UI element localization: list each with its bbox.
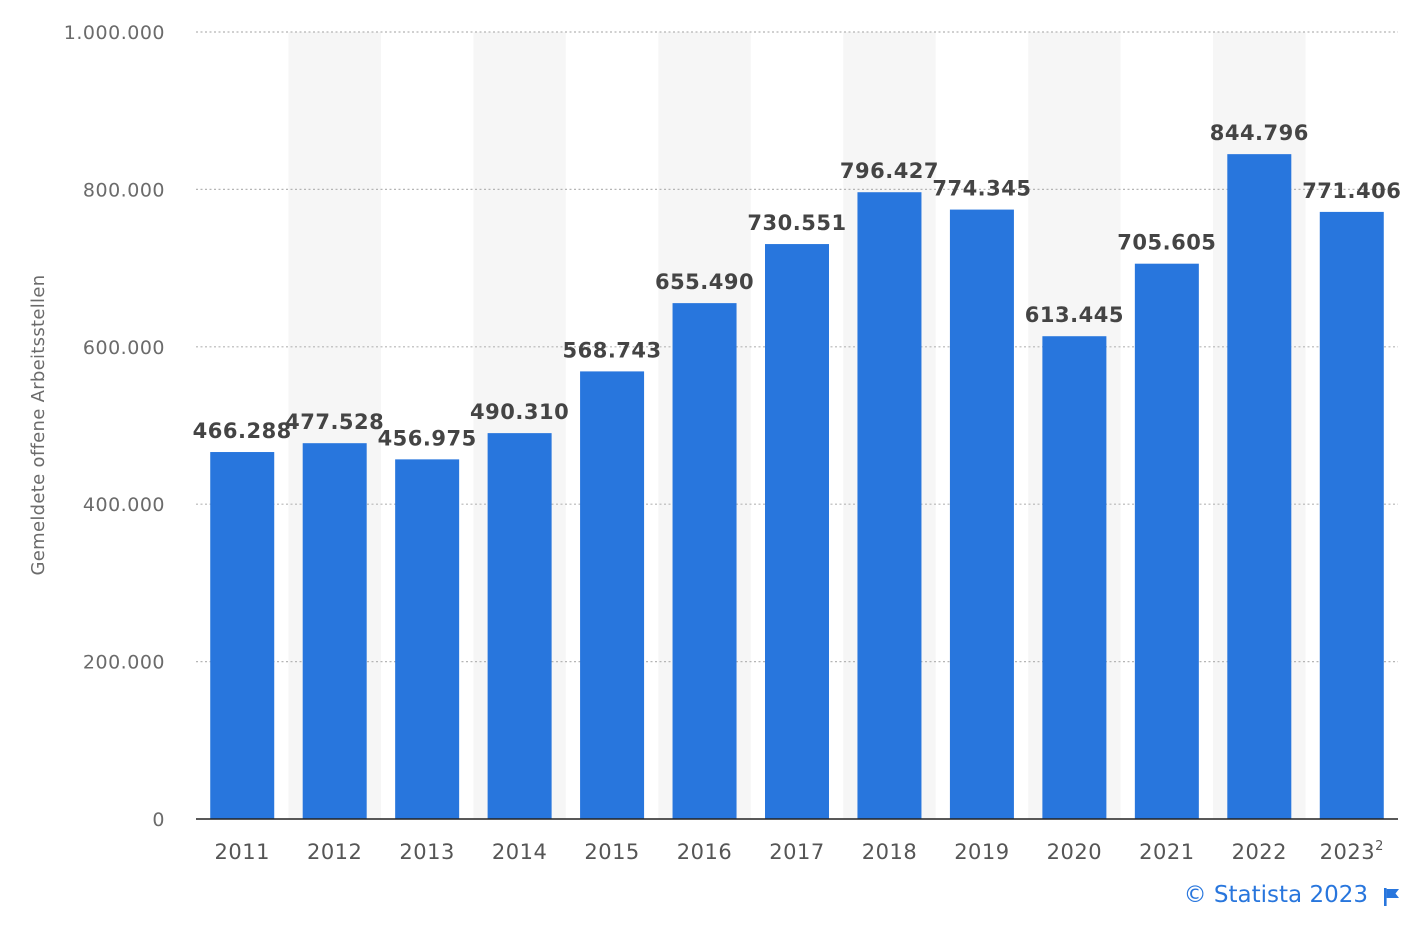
y-tick-label: 0 xyxy=(152,809,165,831)
bar-2023[interactable] xyxy=(1319,211,1384,820)
value-label-2022: 844.796 xyxy=(1210,121,1309,145)
bar-2019[interactable] xyxy=(949,209,1014,820)
value-label-2013: 456.975 xyxy=(378,426,477,450)
value-label-2019: 774.345 xyxy=(932,177,1031,201)
y-axis-label: Gemeldete offene Arbeitsstellen xyxy=(28,275,49,576)
x-tick-label-2011: 2011 xyxy=(215,840,270,864)
y-axis-ticks: 0 200.000 400.000 600.000 800.000 1.000.000 xyxy=(64,22,165,831)
bar-2012[interactable] xyxy=(302,443,367,819)
bar-2016[interactable] xyxy=(672,303,737,819)
x-tick-label-2022: 2022 xyxy=(1232,840,1287,864)
y-tick-label: 200.000 xyxy=(83,652,165,674)
value-label-2015: 568.743 xyxy=(562,338,661,362)
bar-2014[interactable] xyxy=(487,433,552,819)
x-tick-label-2013: 2013 xyxy=(399,840,454,864)
x-axis-ticks: 2011 2012 2013 2014 2015 2016 2017 2018 2019 2020… xyxy=(215,839,1384,864)
x-tick-label-2012: 2012 xyxy=(307,840,362,864)
value-label-2014: 490.310 xyxy=(470,400,569,424)
bar-2015[interactable] xyxy=(580,371,645,819)
x-tick-label-2018: 2018 xyxy=(862,840,917,864)
bar-2017[interactable] xyxy=(765,244,829,819)
x-tick-label-2015: 2015 xyxy=(584,840,639,864)
x-tick-label-2016: 2016 xyxy=(677,840,732,864)
x-tick-label-2023: 20232 xyxy=(1320,839,1384,864)
value-label-2011: 466.288 xyxy=(193,419,292,443)
bars xyxy=(210,154,1384,820)
bar-2021[interactable] xyxy=(1134,263,1199,820)
y-tick-label: 800.000 xyxy=(83,179,165,201)
value-label-2016: 655.490 xyxy=(655,270,754,294)
x-tick-label-2021: 2021 xyxy=(1139,840,1194,864)
bar-2018[interactable] xyxy=(857,192,922,820)
flag-icon[interactable] xyxy=(1382,886,1402,908)
bar-2013[interactable] xyxy=(395,459,460,819)
value-label-2018: 796.427 xyxy=(840,159,939,183)
x-tick-label-2020: 2020 xyxy=(1047,840,1102,864)
value-label-2023: 771.406 xyxy=(1302,179,1401,203)
x-tick-label-2014: 2014 xyxy=(492,840,547,864)
bar-2022[interactable] xyxy=(1227,154,1292,819)
y-tick-label: 600.000 xyxy=(83,337,165,359)
x-tick-label-2019: 2019 xyxy=(954,840,1009,864)
value-label-2012: 477.528 xyxy=(285,410,384,434)
x-tick-label-2017: 2017 xyxy=(769,840,824,864)
bar-2020[interactable] xyxy=(1042,336,1107,819)
value-label-2017: 730.551 xyxy=(747,211,846,235)
value-label-2021: 705.605 xyxy=(1117,231,1216,255)
value-label-2020: 613.445 xyxy=(1025,303,1124,327)
y-tick-label: 400.000 xyxy=(83,494,165,516)
bar-2011[interactable] xyxy=(210,452,275,819)
statista-credit[interactable]: © Statista 2023 xyxy=(1183,882,1368,908)
y-tick-label: 1.000.000 xyxy=(64,22,165,44)
